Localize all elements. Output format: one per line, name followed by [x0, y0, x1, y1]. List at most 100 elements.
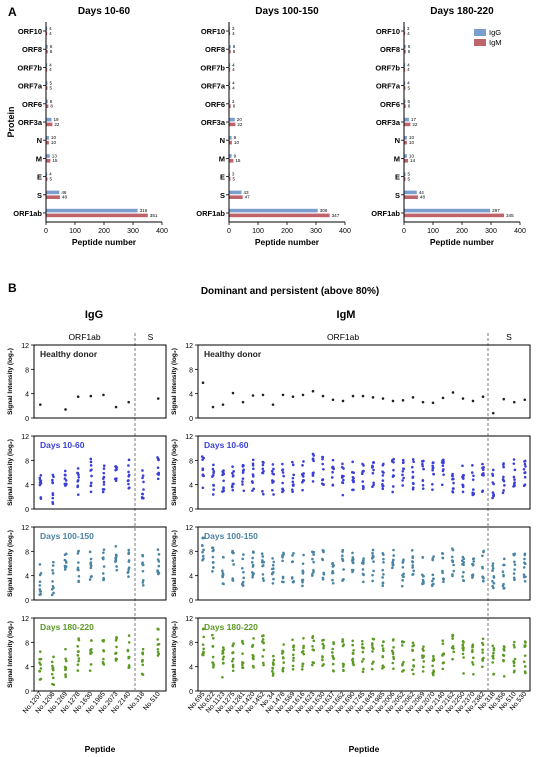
data-point [77, 637, 80, 640]
bar-value-label: 351 [150, 213, 158, 218]
data-point [271, 672, 275, 675]
data-point [523, 557, 526, 561]
data-point [361, 650, 365, 654]
data-point [321, 658, 324, 662]
data-point [271, 463, 275, 466]
data-point [64, 566, 68, 569]
data-point [503, 484, 506, 487]
data-point [301, 475, 305, 478]
data-point [401, 579, 404, 582]
data-point [302, 652, 306, 656]
data-point [201, 543, 204, 547]
data-point [502, 489, 505, 492]
bar-value-label: 3 [407, 26, 410, 31]
data-point [461, 646, 465, 650]
data-point [422, 575, 425, 578]
data-point [342, 568, 345, 571]
data-point [340, 476, 344, 479]
data-point [470, 574, 474, 577]
data-point [322, 468, 325, 471]
data-point [372, 569, 375, 573]
data-point [481, 395, 485, 399]
data-point [372, 481, 375, 485]
data-point [381, 655, 385, 659]
data-point [512, 485, 515, 488]
data-point [201, 550, 204, 554]
data-point [242, 489, 246, 493]
data-point [281, 576, 285, 580]
data-point [332, 641, 335, 644]
data-point [250, 480, 254, 483]
data-point [422, 665, 425, 669]
data-point [77, 657, 81, 660]
data-point [63, 553, 67, 557]
data-point [472, 672, 475, 676]
data-point [372, 637, 376, 641]
data-point [432, 673, 435, 677]
bar-value-label: 5 [407, 176, 410, 181]
igg-s-header: S [148, 332, 154, 342]
data-point [502, 397, 506, 401]
data-point [241, 483, 244, 486]
data-point [211, 475, 214, 478]
data-point [491, 644, 495, 648]
y-tick-label: E [395, 173, 400, 182]
data-point [114, 544, 118, 548]
data-point [392, 548, 395, 552]
y-tick-label: E [37, 173, 42, 182]
data-point [39, 403, 42, 406]
data-point [271, 557, 274, 560]
bar-chart-title: Days 100-150 [255, 6, 319, 17]
data-point [310, 663, 314, 667]
bar-value-label: 4 [232, 31, 235, 36]
data-point [381, 647, 385, 650]
data-point [211, 405, 215, 409]
data-point [156, 570, 159, 574]
data-point [291, 490, 294, 494]
data-point [252, 655, 255, 658]
data-point [411, 481, 415, 485]
data-point [491, 411, 495, 415]
data-point [127, 552, 130, 556]
legend-label: IgM [489, 38, 502, 47]
data-point [156, 638, 160, 641]
data-point [281, 471, 285, 474]
igg-bar [404, 81, 406, 85]
data-point [472, 474, 475, 478]
data-point [212, 483, 215, 487]
data-point [212, 566, 215, 569]
data-point [410, 549, 414, 552]
data-point [391, 563, 395, 567]
data-point [291, 463, 295, 467]
data-point [341, 462, 344, 466]
data-point [440, 552, 444, 555]
data-point [471, 493, 475, 496]
data-point [321, 655, 324, 658]
panel-frame [33, 344, 167, 419]
data-point [102, 471, 106, 475]
data-point [64, 668, 67, 672]
x-tick-label: 100 [69, 228, 81, 235]
data-point [261, 564, 264, 568]
data-point [391, 566, 394, 570]
data-point [89, 564, 93, 568]
data-point [156, 466, 160, 469]
data-point [321, 394, 325, 398]
y-tick-label: 4 [189, 665, 193, 672]
data-point [422, 654, 425, 658]
igg-bar [46, 136, 49, 140]
data-point [141, 469, 144, 472]
data-point [372, 560, 375, 563]
data-point [281, 468, 285, 471]
data-point [351, 643, 354, 647]
data-point [156, 558, 160, 561]
bar-value-label: 347 [332, 213, 340, 218]
y-tick-label: ORF6 [205, 100, 225, 109]
data-point [241, 580, 245, 584]
data-point [221, 571, 225, 575]
data-point [382, 557, 385, 561]
x-tick-label: 400 [339, 228, 351, 235]
data-point [421, 400, 425, 404]
data-point [241, 566, 244, 570]
